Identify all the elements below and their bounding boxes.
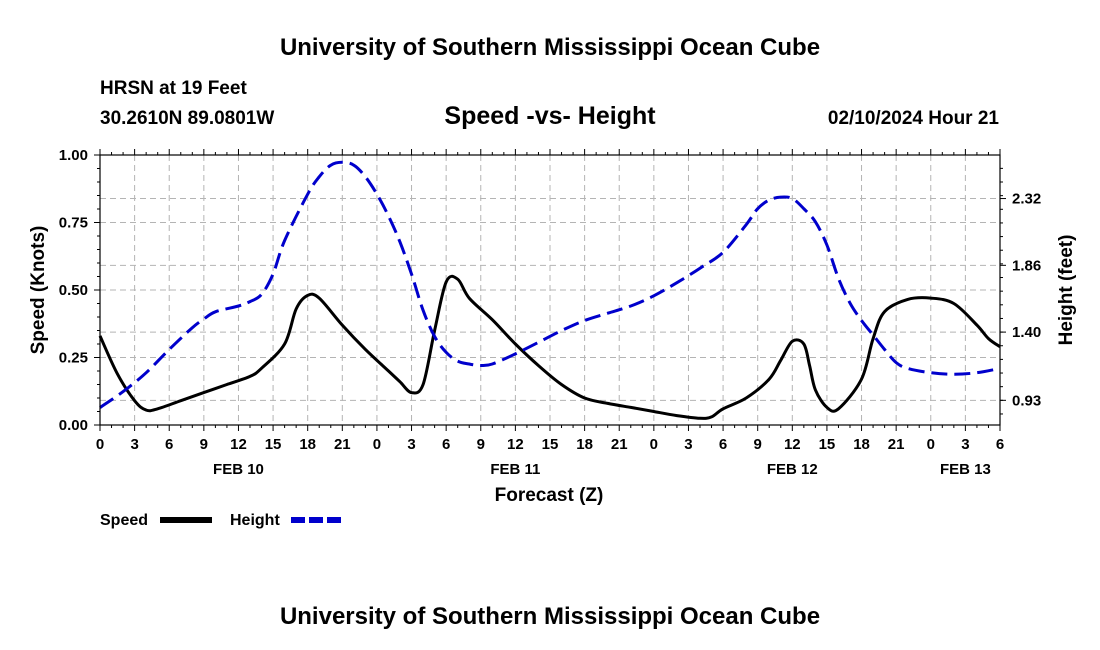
page-title: University of Southern Mississippi Ocean… — [280, 34, 820, 61]
legend-speed-label: Speed — [100, 512, 148, 529]
y-axis-label: Speed (Knots) — [28, 226, 49, 355]
x-tick-label: 12 — [230, 436, 247, 453]
x-tick-label: 9 — [477, 436, 485, 453]
x-tick-label: 6 — [719, 436, 727, 453]
y2-tick-label: 2.32 — [1012, 191, 1041, 208]
forecast-datetime: 02/10/2024 Hour 21 — [828, 108, 1000, 129]
chart-title: Speed -vs- Height — [444, 102, 656, 130]
speed-series-line — [98, 274, 1001, 420]
x-tick-label: 6 — [996, 436, 1004, 453]
tick-layer: 0 3 6 9 12 15 18 21 0 3 6 9 12 15 18 21 0 3 6 9 12 15 18 21 0 3 6F… — [59, 147, 1041, 478]
x-tick-label: 21 — [334, 436, 351, 453]
x-tick-label: 0 — [927, 436, 935, 453]
y2-axis-label: Height (feet) — [1056, 235, 1077, 346]
y2-tick-label: 1.40 — [1012, 324, 1041, 341]
x-tick-label: 18 — [299, 436, 316, 453]
x-tick-label: 18 — [853, 436, 870, 453]
x-tick-label: 18 — [576, 436, 593, 453]
legend-height-label: Height — [230, 512, 280, 529]
y2-tick-label: 0.93 — [1012, 392, 1041, 409]
x-tick-label: 0 — [96, 436, 104, 453]
x-tick-label: 21 — [888, 436, 905, 453]
series-layer — [98, 160, 1001, 420]
y2-tick-label: 1.86 — [1012, 257, 1041, 274]
x-tick-label: 6 — [165, 436, 173, 453]
x-tick-label: 0 — [373, 436, 381, 453]
grid — [100, 155, 1000, 425]
station-label: HRSN at 19 Feet — [100, 78, 247, 99]
x-tick-label: 6 — [442, 436, 450, 453]
x-tick-label: 3 — [684, 436, 692, 453]
x-date-label: FEB 10 — [213, 461, 264, 478]
x-date-label: FEB 12 — [767, 461, 818, 478]
x-tick-label: 21 — [611, 436, 628, 453]
x-tick-label: 9 — [200, 436, 208, 453]
y-tick-label: 0.75 — [59, 215, 88, 232]
legend: Speed Height — [100, 512, 343, 529]
x-tick-label: 9 — [754, 436, 762, 453]
height-series-line — [99, 160, 1001, 409]
x-tick-label: 3 — [961, 436, 969, 453]
station-coords: 30.2610N 89.0801W — [100, 108, 274, 129]
x-date-label: FEB 11 — [490, 461, 540, 478]
y-tick-label: 1.00 — [59, 147, 88, 164]
x-date-label: FEB 13 — [940, 461, 991, 478]
x-axis-label: Forecast (Z) — [495, 485, 604, 506]
x-tick-label: 3 — [130, 436, 138, 453]
y-tick-label: 0.50 — [59, 282, 88, 299]
y-tick-label: 0.00 — [59, 417, 88, 434]
y-tick-label: 0.25 — [59, 350, 88, 367]
x-tick-label: 3 — [407, 436, 415, 453]
x-tick-label: 12 — [784, 436, 801, 453]
x-tick-label: 12 — [507, 436, 524, 453]
footer-title: University of Southern Mississippi Ocean… — [280, 603, 820, 630]
x-tick-label: 0 — [650, 436, 658, 453]
x-tick-label: 15 — [542, 436, 559, 453]
x-tick-label: 15 — [265, 436, 282, 453]
x-tick-label: 15 — [819, 436, 836, 453]
